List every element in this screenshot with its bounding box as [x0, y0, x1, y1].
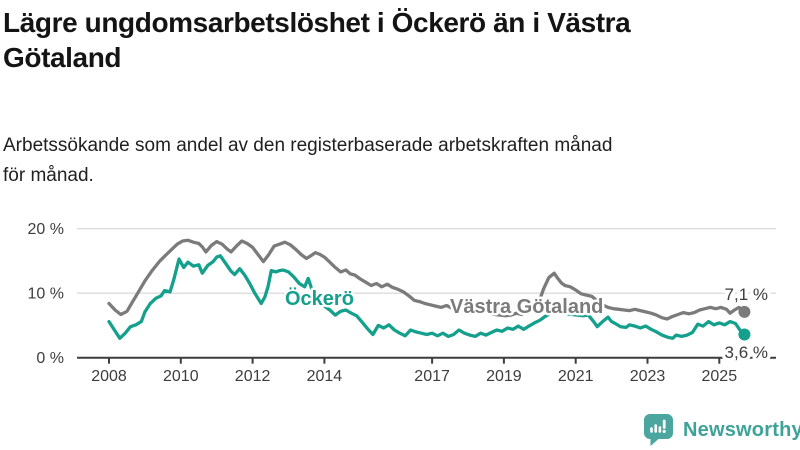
chart-subtitle: Arbetssökande som andel av den registerb… [3, 131, 793, 191]
v-stra-g-taland-end-dot [738, 305, 751, 318]
page-title: Lägre ungdomsarbetslöshet i Öckerö än i … [3, 5, 783, 75]
newsworthy-logo-text: Newsworthy [683, 418, 800, 441]
page-title-line1: Lägre ungdomsarbetslöshet i Öckerö än i … [3, 7, 631, 38]
y-axis-tick-label: 20 % [28, 221, 64, 238]
y-axis-tick-label: 10 % [28, 286, 64, 303]
x-axis-tick-label: 2008 [91, 368, 127, 385]
speech-bubble-bar-chart-icon [644, 414, 673, 446]
chart-subtitle-line2: för månad. [3, 165, 94, 186]
cker-line [107, 254, 747, 340]
newsworthy-logo: Newsworthy [644, 414, 800, 446]
y-axis-tick-label: 0 % [36, 350, 64, 367]
v-stra-g-taland-end-value-label: 7,1 % [725, 285, 768, 304]
chart-subtitle-line1: Arbetssökande som andel av den registerb… [3, 135, 613, 156]
x-axis-tick-label: 2010 [163, 368, 199, 385]
cker-end-value-label: 3,6 % [725, 343, 768, 362]
v-stra-g-taland-line [107, 238, 747, 321]
x-axis-tick-label: 2019 [486, 368, 522, 385]
x-axis-tick-label: 2014 [307, 368, 343, 385]
cker-end-dot [738, 328, 751, 341]
v-stra-g-taland-series-label: Västra Götaland [450, 296, 603, 318]
x-axis-tick-label: 2017 [414, 368, 450, 385]
page-title-line2: Götaland [3, 42, 122, 73]
x-axis-tick-label: 2025 [702, 368, 738, 385]
cker-series-label: Öckerö [285, 287, 354, 310]
x-axis-tick-label: 2023 [630, 368, 666, 385]
x-axis-tick-label: 2012 [235, 368, 271, 385]
x-axis-tick-label: 2021 [558, 368, 594, 385]
